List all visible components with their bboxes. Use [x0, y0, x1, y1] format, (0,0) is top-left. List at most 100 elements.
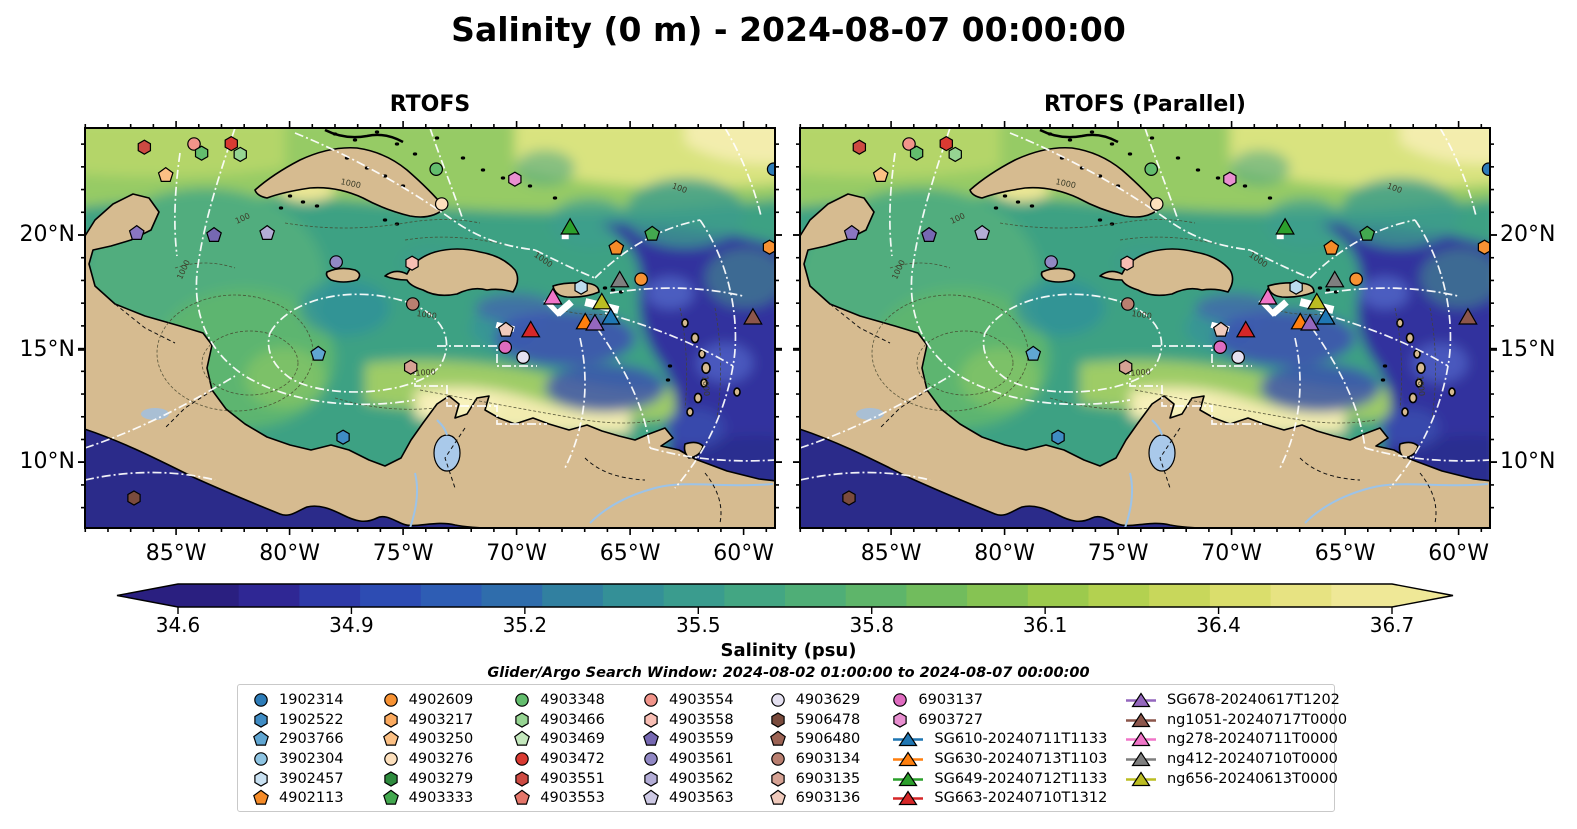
- hexagon-marker-icon: [254, 770, 268, 787]
- hexagon-marker-icon: [644, 770, 658, 787]
- map-marker: [405, 297, 420, 311]
- pentagon-marker-icon: [769, 789, 786, 806]
- map-marker: [1349, 272, 1363, 286]
- map-marker: [585, 313, 605, 331]
- page-title: Salinity (0 m) - 2024-08-07 00:00:00: [451, 10, 1126, 49]
- legend-label: 4903348: [540, 691, 605, 708]
- legend-label: ng412-20240710T0000: [1166, 750, 1338, 767]
- glider-marker-icon: [1125, 711, 1156, 727]
- legend-item: 4903551: [513, 769, 642, 789]
- hexagon-marker-icon: [254, 711, 268, 728]
- legend-label: 4903250: [408, 731, 474, 748]
- map-marker: [329, 255, 343, 269]
- legend-label: SG678-20240617T1202: [1166, 691, 1340, 708]
- hexagon-marker-icon: [770, 770, 785, 787]
- pentagon-marker-icon: [514, 789, 531, 806]
- legend-label: 2903766: [279, 731, 344, 748]
- map-marker: [644, 225, 661, 241]
- legend-item: 4902609: [382, 690, 514, 710]
- lat-tick-label: 15°N: [19, 337, 75, 362]
- legend-item: 4903469: [513, 729, 642, 749]
- map-marker: [259, 224, 276, 240]
- lon-tick-label: 70°W: [486, 541, 547, 566]
- legend-label: 4902113: [279, 790, 344, 807]
- map-marker: [1149, 197, 1164, 211]
- pentagon-marker-icon: [382, 730, 399, 746]
- pentagon-marker-icon: [514, 730, 531, 746]
- map-marker: [1359, 225, 1376, 241]
- legend-label: SG610-20240711T1133: [934, 731, 1108, 748]
- circle-marker-icon: [644, 693, 658, 707]
- legend-label: 4903553: [540, 790, 605, 807]
- legend-item: 3902304: [252, 749, 382, 769]
- legend-item: 5906480: [769, 729, 892, 749]
- legend-column: 4903629 5906478 5906480 6903134 6903135 69031…: [769, 690, 892, 808]
- legend-item: 4903559: [642, 729, 769, 749]
- circle-marker-icon: [893, 693, 908, 707]
- glider-marker-icon: [893, 790, 924, 806]
- legend-label: 4903217: [408, 711, 474, 728]
- glider-marker-icon: [893, 731, 924, 747]
- map-marker: [921, 226, 937, 242]
- legend-item: ng412-20240710T0000: [1124, 749, 1338, 769]
- legend-item: ng278-20240711T0000: [1124, 729, 1338, 749]
- hexagon-marker-icon: [254, 711, 268, 728]
- colorbar-label: Salinity (psu): [720, 640, 857, 661]
- colorbar-tick-label: 35.2: [502, 613, 548, 637]
- colorbar-tick-label: 35.5: [676, 613, 721, 637]
- glider-marker-icon: [1125, 731, 1156, 747]
- legend-label: 4903558: [668, 711, 734, 728]
- glider-marker-icon: [1125, 692, 1156, 707]
- legend-label: 3902304: [279, 750, 344, 767]
- map-marker: [1323, 239, 1340, 255]
- legend-item: 4903348: [513, 690, 642, 710]
- circle-marker-icon: [893, 693, 908, 707]
- map-marker: [1324, 270, 1345, 288]
- map-marker: [608, 239, 625, 255]
- circle-marker-icon: [254, 693, 268, 707]
- circle-marker-icon: [644, 752, 658, 766]
- legend-item: 5906478: [769, 710, 892, 730]
- hexagon-marker-icon: [254, 770, 268, 787]
- legend-label: 5906478: [795, 711, 861, 728]
- map-marker: [852, 139, 867, 155]
- legend-label: 6903136: [795, 790, 861, 807]
- legend-label: 4903466: [540, 711, 605, 728]
- lon-tick-label: 60°W: [1428, 541, 1489, 566]
- map-marker: [1118, 359, 1133, 375]
- legend-item: 6903134: [769, 749, 892, 769]
- legend-column: 4903554 4903558 4903559 4903561 4903562 49035…: [642, 690, 769, 808]
- contour-label: 1000: [1131, 309, 1152, 321]
- legend-label: 6903134: [795, 750, 861, 767]
- legend-item: SG610-20240711T1133: [891, 729, 1124, 749]
- circle-marker-icon: [644, 752, 658, 766]
- legend-column: 4902609 4903217 4903250 4903276 4903279 49033…: [382, 690, 514, 808]
- circle-marker-icon: [644, 693, 658, 707]
- circle-marker-icon: [383, 693, 398, 707]
- lon-tick-label: 70°W: [1201, 541, 1262, 566]
- map-marker: [187, 137, 201, 151]
- pentagon-marker-icon: [382, 789, 399, 806]
- lon-tick-label: 60°W: [713, 541, 774, 566]
- legend-item: 6903137: [891, 690, 1124, 710]
- legend-label: ng656-20240613T0000: [1166, 770, 1338, 787]
- colorbar-tick-label: 34.6: [155, 613, 201, 637]
- map-marker: [542, 287, 563, 305]
- pentagon-marker-icon: [253, 789, 269, 806]
- legend-label: SG663-20240710T1312: [934, 790, 1108, 807]
- pentagon-marker-icon: [382, 789, 399, 806]
- map-marker: [939, 135, 953, 152]
- contour-label: 1000: [416, 309, 437, 321]
- circle-marker-icon: [515, 752, 530, 766]
- legend-item: 1902314: [252, 690, 382, 710]
- contour-label: 1000: [1055, 177, 1077, 190]
- map-marker: [497, 321, 514, 337]
- legend-column: 6903137 6903727 SG610-20240711T1133 SG630-2…: [891, 690, 1124, 808]
- map-marker: [560, 217, 580, 235]
- pentagon-marker-icon: [253, 730, 269, 746]
- legend-item: 4903333: [382, 788, 514, 808]
- map-marker: [974, 224, 991, 240]
- map-marker: [1275, 217, 1295, 235]
- map-marker: [206, 226, 222, 242]
